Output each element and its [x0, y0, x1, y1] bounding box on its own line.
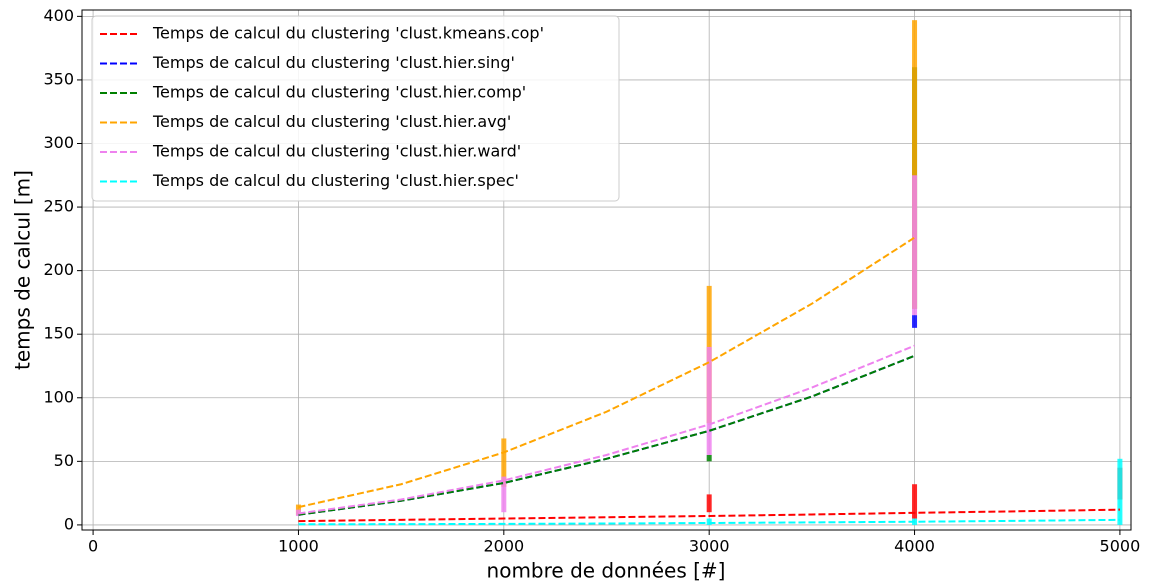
series-line	[298, 354, 915, 516]
y-tick-label: 400	[43, 6, 74, 25]
y-tick-label: 0	[64, 514, 74, 533]
series-line	[298, 354, 915, 516]
x-tick-label: 4000	[894, 537, 935, 556]
point-cluster	[912, 315, 918, 328]
series-line	[298, 518, 1120, 526]
legend-label: Temps de calcul du clustering 'clust.hie…	[152, 53, 515, 72]
y-axis-label: temps de calcul [m]	[11, 170, 35, 370]
legend-label: Temps de calcul du clustering 'clust.hie…	[152, 171, 519, 190]
x-tick-label: 1000	[278, 537, 319, 556]
y-tick-label: 100	[43, 387, 74, 406]
x-tick-label: 0	[88, 537, 98, 556]
point-cluster	[501, 438, 507, 487]
series-line	[298, 508, 1120, 523]
x-axis-label: nombre de données [#]	[487, 559, 726, 583]
series-line	[298, 236, 916, 509]
x-tick-label: 2000	[483, 537, 524, 556]
y-tick-label: 250	[43, 197, 74, 216]
x-tick-label: 5000	[1100, 537, 1141, 556]
legend: Temps de calcul du clustering 'clust.kme…	[91, 15, 620, 202]
point-cluster	[501, 476, 507, 513]
point-cluster	[706, 518, 712, 525]
x-tick-label: 3000	[689, 537, 730, 556]
y-tick-label: 150	[43, 324, 74, 343]
y-tick-label: 50	[54, 451, 74, 470]
y-tick-label: 350	[43, 69, 74, 88]
legend-label: Temps de calcul du clustering 'clust.hie…	[152, 83, 526, 102]
legend-box	[91, 15, 620, 202]
legend-label: Temps de calcul du clustering 'clust.kme…	[152, 24, 544, 43]
point-cluster	[706, 346, 712, 455]
legend-label: Temps de calcul du clustering 'clust.hie…	[152, 112, 511, 131]
point-cluster	[912, 175, 918, 316]
y-tick-label: 200	[43, 260, 74, 279]
point-cluster	[706, 454, 712, 462]
legend-label: Temps de calcul du clustering 'clust.hie…	[152, 142, 521, 161]
point-cluster	[912, 20, 918, 309]
series-line	[298, 344, 915, 515]
plot-frame	[81, 9, 1132, 531]
point-cluster	[1117, 458, 1123, 525]
y-tick-label: 300	[43, 133, 74, 152]
point-cluster	[706, 494, 712, 513]
point-cluster	[912, 484, 918, 519]
